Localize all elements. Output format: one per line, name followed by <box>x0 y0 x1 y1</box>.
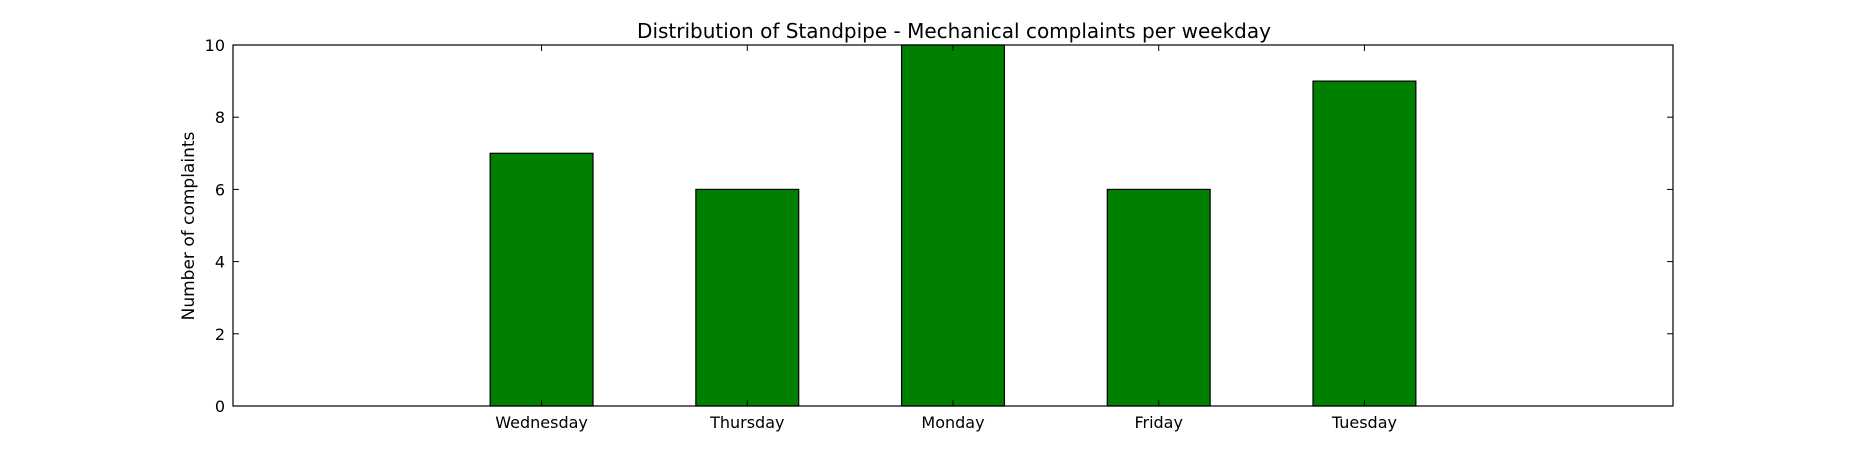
ticks-layer: Wednesday Thursday Monday Friday Tuesday 0 2 4 6… <box>205 36 1673 432</box>
bar-wednesday <box>489 152 594 407</box>
x-tick-label: Friday <box>1134 413 1183 432</box>
bar-thursday <box>695 188 800 407</box>
y-tick-label: 6 <box>215 180 225 199</box>
plot-frame <box>232 44 1674 407</box>
y-tick-label: 4 <box>215 253 225 272</box>
x-tick-label: Tuesday <box>1331 413 1397 432</box>
x-tick-label: Thursday <box>709 413 784 432</box>
y-axis-label: Number of complaints <box>179 131 199 320</box>
bar-monday <box>900 44 1006 407</box>
y-tick-label: 0 <box>215 397 225 416</box>
y-tick-label: 2 <box>215 325 225 344</box>
bar-friday <box>1106 188 1211 407</box>
x-tick-label: Wednesday <box>495 413 588 432</box>
x-tick-label: Monday <box>921 413 984 432</box>
y-tick-label: 10 <box>205 36 225 55</box>
bar-tuesday <box>1312 80 1417 407</box>
chart-title: Distribution of Standpipe - Mechanical c… <box>637 19 1271 43</box>
bars-layer <box>489 44 1417 407</box>
y-tick-label: 8 <box>215 108 225 127</box>
